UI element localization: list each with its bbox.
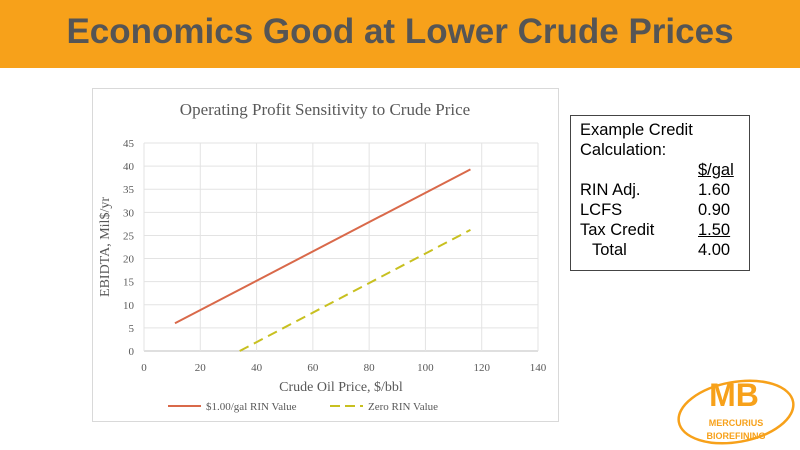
credit-label: Total bbox=[592, 241, 627, 259]
y-tick-label: 45 bbox=[123, 138, 135, 150]
x-tick-label: 120 bbox=[473, 362, 490, 374]
credit-value: 1.50 bbox=[698, 221, 731, 239]
credit-value: 1.60 bbox=[698, 181, 731, 199]
credit-heading-2: Calculation: bbox=[580, 141, 667, 159]
y-tick-label: 0 bbox=[129, 346, 135, 358]
credit-row: Tax Credit 1.50 bbox=[580, 220, 749, 240]
svg-text:BIOREFINING: BIOREFINING bbox=[706, 431, 765, 441]
y-tick-label: 15 bbox=[123, 277, 135, 289]
mercurius-logo: MB MERCURIUS BIOREFINING bbox=[677, 377, 795, 445]
credit-row: LCFS 0.90 bbox=[580, 200, 749, 220]
y-axis-label: EBIDTA, Mil$/yr bbox=[98, 197, 113, 297]
svg-text:MB: MB bbox=[709, 377, 759, 413]
y-tick-label: 25 bbox=[123, 230, 135, 242]
credit-row: Total 4.00 bbox=[580, 240, 749, 260]
x-axis-label: Crude Oil Price, $/bbl bbox=[279, 380, 403, 395]
y-tick-label: 40 bbox=[123, 161, 135, 173]
title-banner bbox=[0, 0, 800, 68]
y-tick-label: 30 bbox=[123, 207, 135, 219]
svg-text:MERCURIUS: MERCURIUS bbox=[709, 418, 764, 428]
chart-frame: Operating Profit Sensitivity to Crude Pr… bbox=[92, 88, 559, 422]
x-tick-label: 40 bbox=[251, 362, 262, 374]
credit-label: LCFS bbox=[580, 201, 623, 219]
legend-label: Zero RIN Value bbox=[368, 401, 438, 413]
y-tick-label: 10 bbox=[123, 300, 135, 312]
x-tick-label: 100 bbox=[417, 362, 434, 374]
y-tick-label: 20 bbox=[123, 254, 135, 266]
series-line-0 bbox=[174, 168, 471, 325]
y-tick-label: 5 bbox=[129, 323, 135, 335]
x-tick-label: 60 bbox=[307, 362, 319, 374]
x-tick-label: 80 bbox=[364, 362, 376, 374]
credit-label: RIN Adj. bbox=[580, 181, 641, 199]
x-tick-label: 0 bbox=[141, 362, 147, 374]
x-tick-label: 20 bbox=[195, 362, 207, 374]
credit-value: 4.00 bbox=[698, 241, 731, 259]
legend-label: $1.00/gal RIN Value bbox=[206, 401, 297, 413]
credit-value: 0.90 bbox=[698, 201, 731, 219]
credit-calculation-box: Example Credit Calculation: $/gal RIN Ad… bbox=[570, 115, 750, 271]
y-tick-label: 35 bbox=[123, 184, 135, 196]
slide-title: Economics Good at Lower Crude Prices bbox=[66, 12, 734, 51]
series-line-1 bbox=[239, 229, 471, 352]
credit-heading-1: Example Credit bbox=[580, 121, 693, 139]
chart-title: Operating Profit Sensitivity to Crude Pr… bbox=[180, 100, 470, 119]
x-tick-label: 140 bbox=[530, 362, 547, 374]
credit-label: Tax Credit bbox=[580, 221, 655, 239]
unit-header: $/gal bbox=[698, 161, 734, 179]
credit-row: RIN Adj. 1.60 bbox=[580, 180, 749, 200]
line-chart: Operating Profit Sensitivity to Crude Pr… bbox=[98, 100, 547, 413]
